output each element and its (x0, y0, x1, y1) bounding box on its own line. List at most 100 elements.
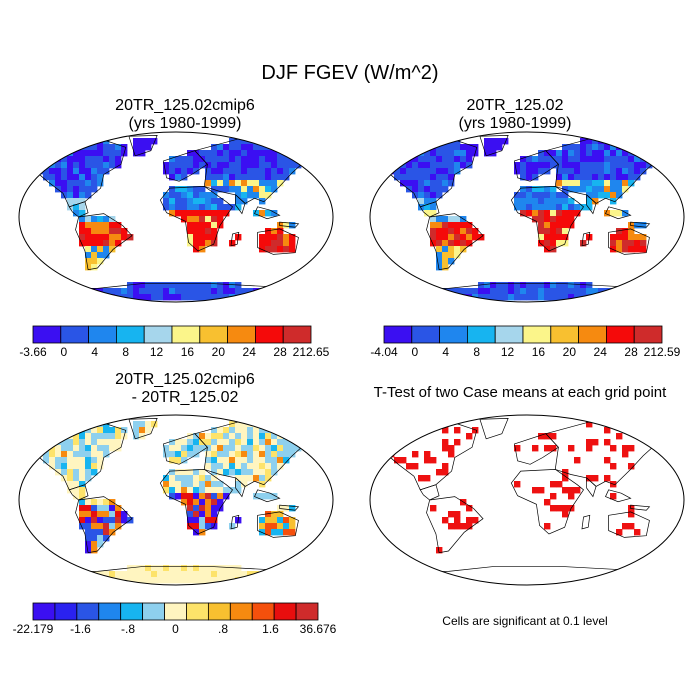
coastline-australia (608, 228, 650, 255)
grid-cell (412, 288, 419, 295)
grid-cell (97, 535, 104, 542)
grid-cell (418, 144, 425, 151)
colorbar-swatch (32, 325, 62, 344)
grid-cell (241, 294, 248, 301)
grid-cell (43, 150, 50, 157)
grid-cell (61, 577, 68, 584)
grid-cell (223, 445, 230, 452)
grid-cell (424, 457, 431, 464)
grid-cell (586, 439, 593, 446)
grid-cell (610, 156, 617, 163)
grid-cell (628, 445, 635, 452)
grid-cell (55, 168, 62, 175)
grid-cell (265, 180, 272, 187)
grid-cell (109, 517, 116, 524)
grid-cell (193, 228, 200, 235)
colorbar-tick-label: 1.6 (262, 622, 279, 636)
grid-cell (568, 210, 575, 217)
grid-cell (289, 427, 296, 434)
grid-cell (289, 505, 296, 512)
grid-cell (217, 481, 224, 488)
coastline-antarctica (385, 565, 669, 585)
grid-cell (169, 493, 176, 500)
grid-cell (187, 571, 194, 578)
grid-cell (283, 144, 290, 151)
grid-cell (592, 288, 599, 295)
grid-cell (538, 288, 545, 295)
grid-cell (532, 204, 539, 211)
grid-cell (598, 144, 605, 151)
grid-cell (430, 222, 437, 229)
grid-cell (466, 523, 473, 530)
grid-cell (634, 174, 641, 181)
grid-cell (289, 517, 296, 524)
grid-cell (442, 162, 449, 169)
grid-cell (163, 475, 170, 482)
grid-cell (181, 571, 188, 578)
grid-cell (295, 427, 302, 434)
grid-cell (187, 294, 194, 301)
grid-cell (223, 427, 230, 434)
grid-cell (442, 174, 449, 181)
grid-cell (73, 439, 80, 446)
grid-cell (514, 288, 521, 295)
grid-cell (406, 168, 413, 175)
grid-cell (97, 180, 104, 187)
grid-cell (67, 180, 74, 187)
grid-cell (97, 433, 104, 440)
grid-cell (151, 282, 158, 289)
grid-cell (271, 445, 278, 452)
grid-cell (241, 138, 248, 145)
grid-cell (454, 427, 461, 434)
grid-cell (442, 168, 449, 175)
grid-cell (313, 288, 320, 295)
grid-cell (271, 523, 278, 530)
grid-cell (91, 162, 98, 169)
grid-cell (217, 210, 224, 217)
grid-cell (400, 294, 407, 301)
grid-cell (436, 156, 443, 163)
grid-cell (85, 499, 92, 506)
grid-cell (187, 198, 194, 205)
grid-cell (598, 162, 605, 169)
grid-cell (85, 577, 92, 584)
grid-cell (568, 174, 575, 181)
grid-cell (247, 192, 254, 199)
grid-cell (187, 511, 194, 518)
grid-cell (454, 228, 461, 235)
grid-cell (199, 517, 206, 524)
grid-cell (97, 174, 104, 181)
grid-cell (103, 162, 110, 169)
grid-cell (460, 234, 467, 241)
grid-cell (175, 210, 182, 217)
grid-cell (259, 427, 266, 434)
grid-cell (205, 162, 212, 169)
grid-cell (175, 168, 182, 175)
grid-cell (598, 174, 605, 181)
grid-cell (622, 234, 629, 241)
grid-cell (568, 487, 575, 494)
grid-cell (289, 523, 296, 530)
grid-cell (406, 162, 413, 169)
grid-cell (448, 174, 455, 181)
grid-cell (241, 150, 248, 157)
grid-cell (235, 445, 242, 452)
grid-cell (562, 505, 569, 512)
grid-cell (85, 150, 92, 157)
grid-cell (394, 150, 401, 157)
grid-cell (205, 198, 212, 205)
grid-cell (271, 240, 278, 247)
grid-cell (253, 174, 260, 181)
grid-cell (556, 228, 563, 235)
coastline-africa (159, 469, 233, 535)
grid-cell (283, 505, 290, 512)
grid-cell (109, 162, 116, 169)
grid-cell (520, 162, 527, 169)
grid-cell (388, 156, 395, 163)
grid-cell (295, 577, 302, 584)
grid-cell (139, 138, 146, 145)
grid-cell (85, 192, 92, 199)
grid-cell (235, 180, 242, 187)
grid-cell (442, 228, 449, 235)
grid-cell (622, 240, 629, 247)
